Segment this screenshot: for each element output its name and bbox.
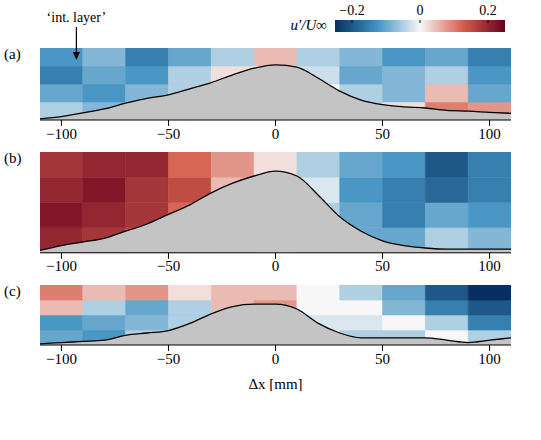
svg-text:u′/U∞: u′/U∞ (291, 17, 328, 33)
svg-text:0: 0 (417, 3, 424, 18)
svg-text:‘int. layer’: ‘int. layer’ (47, 10, 107, 25)
svg-text:−50: −50 (157, 126, 180, 142)
html-text:(c): (c) (4, 282, 21, 299)
svg-text:100: 100 (478, 350, 501, 366)
svg-text:50: 50 (375, 258, 390, 274)
html-text:(b): (b) (4, 150, 22, 166)
svg-text:−50: −50 (157, 258, 180, 274)
svg-text:−50: −50 (157, 350, 180, 366)
svg-text:0: 0 (272, 126, 280, 142)
svg-text:50: 50 (375, 126, 390, 142)
svg-text:0.2: 0.2 (479, 3, 497, 18)
svg-text:0: 0 (272, 258, 280, 274)
svg-text:−100: −100 (46, 258, 77, 274)
svg-text:50: 50 (375, 350, 390, 366)
svg-text:−100: −100 (46, 126, 77, 142)
html-text:(a): (a) (4, 46, 21, 62)
svg-text:100: 100 (478, 258, 500, 274)
svg-text:0: 0 (272, 350, 280, 366)
svg-text:−0.2: −0.2 (339, 3, 364, 18)
svg-text:Δx [mm]: Δx [mm] (248, 376, 302, 391)
svg-text:−100: −100 (46, 350, 77, 366)
svg-text:100: 100 (478, 126, 501, 142)
